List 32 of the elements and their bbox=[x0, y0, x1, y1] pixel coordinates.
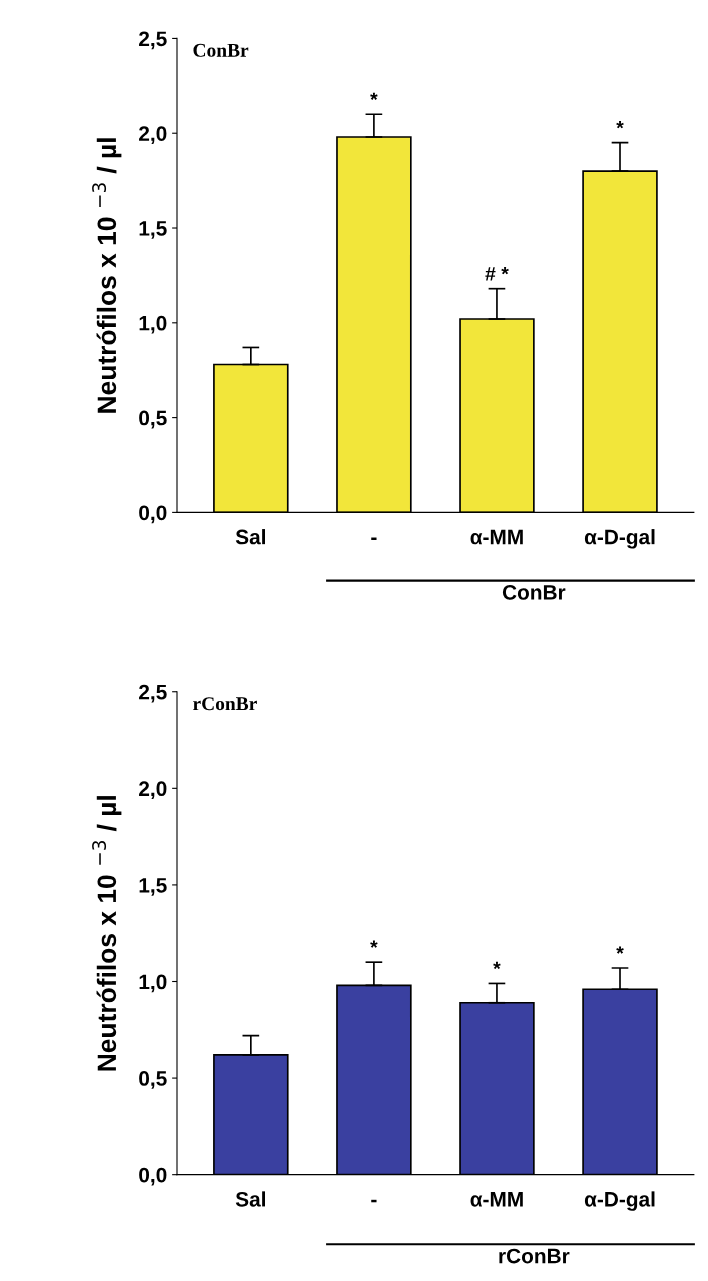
y-tick-label: 0,0 bbox=[139, 1167, 167, 1186]
y-tick-label: 0,5 bbox=[139, 1071, 167, 1089]
text: ConBr bbox=[502, 584, 566, 600]
annotation: * bbox=[370, 940, 378, 948]
y-tick-label: 1,5 bbox=[139, 878, 167, 896]
x-tick-label: α-MM bbox=[470, 1192, 523, 1207]
x-tick-label: α-D-gal bbox=[584, 529, 655, 549]
x-tick-label: Sal bbox=[235, 529, 265, 545]
y-tick-label: 1,5 bbox=[139, 221, 167, 239]
x-tick-label: α-D-gal bbox=[584, 1191, 655, 1211]
annotation: * bbox=[370, 92, 378, 100]
annotation: * bbox=[616, 121, 624, 129]
y-tick-label: 2,5 bbox=[139, 31, 167, 50]
y-tick-label: 2,0 bbox=[139, 126, 167, 144]
y-tick-label: 0,0 bbox=[139, 505, 167, 524]
chart-title: ConBr bbox=[193, 43, 249, 57]
x-tick-label: - bbox=[371, 1199, 377, 1203]
x-tick-label: Sal bbox=[235, 1191, 265, 1207]
y-tick-label: 1,0 bbox=[139, 974, 167, 993]
y-tick-label: 1,0 bbox=[139, 315, 167, 334]
annotation: * bbox=[493, 961, 501, 970]
annotation: * bbox=[616, 946, 624, 954]
y-axis-title: Neutrófilos x 10 $^{−3}$ / µl bbox=[92, 138, 122, 413]
y-axis-title: Neutrófilos x 10 $^{−3}$ / µl bbox=[92, 796, 122, 1071]
y-tick-label: 2,5 bbox=[139, 684, 167, 703]
chart-title: rConBr bbox=[193, 697, 257, 711]
y-tick-label: 2,0 bbox=[139, 781, 167, 800]
x-tick-label: - bbox=[371, 537, 377, 540]
y-tick-label: 0,5 bbox=[139, 410, 167, 429]
annotation: # * bbox=[485, 267, 509, 281]
x-tick-label: α-MM bbox=[470, 529, 523, 545]
text: rConBr bbox=[499, 1248, 570, 1264]
